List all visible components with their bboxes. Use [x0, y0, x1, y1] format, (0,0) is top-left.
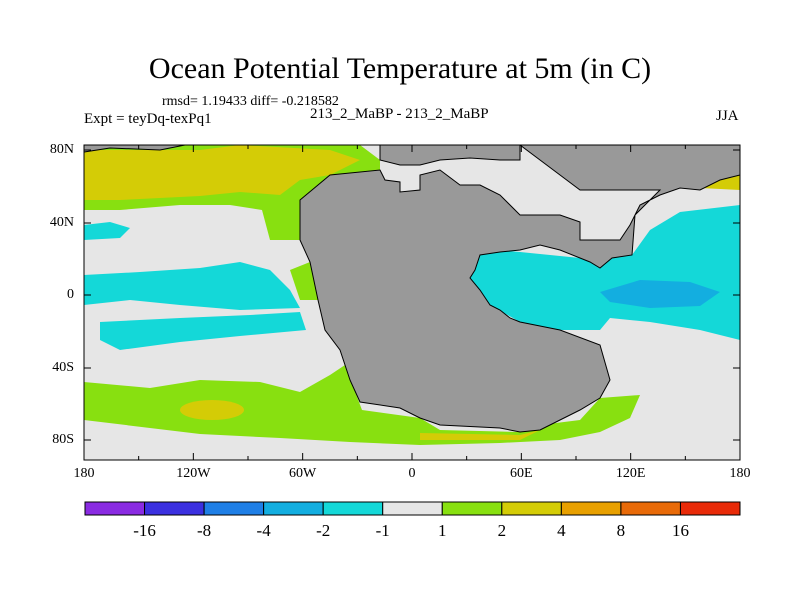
cool-anomaly-region-equator-west [84, 262, 300, 310]
colorbar-label: 2 [497, 521, 507, 540]
colorbar-swatch [322, 501, 384, 516]
lon-tick-label: 120W [176, 466, 211, 481]
season-label: JJA [716, 108, 739, 124]
colorbar-swatch [84, 501, 146, 516]
colorbar-label: -4 [256, 521, 271, 540]
lon-tick-label: 120E [615, 466, 646, 481]
cool-2-4-region-pacific [600, 280, 720, 308]
warm-2-4-region-south-strip [420, 430, 540, 440]
land-mass-supercontinent [299, 144, 741, 433]
lon-tick-label: 60W [289, 466, 317, 481]
colorbar-swatch [203, 501, 265, 516]
page-title: Ocean Potential Temperature at 5m (in C) [148, 52, 652, 85]
lon-tick-label: 0 [408, 466, 416, 481]
colorbar-label: -2 [316, 521, 331, 540]
lon-tick-label: 180 [73, 466, 95, 481]
colorbar-swatch [620, 501, 681, 516]
colorbar-swatch [560, 501, 622, 516]
run-comparison-label: 213_2_MaBP - 213_2_MaBP [310, 106, 489, 122]
colorbar-label: -8 [196, 521, 212, 540]
lat-tick-label: 40S [52, 360, 74, 375]
colorbar [84, 501, 741, 516]
warm-anomaly-region-south [84, 365, 640, 445]
cool-anomaly-region-northwest [84, 222, 130, 240]
lat-tick-label: 80S [52, 432, 74, 447]
colorbar-swatch [144, 501, 205, 516]
colorbar-label: 16 [671, 521, 689, 540]
lat-tick-label: 40N [49, 215, 74, 230]
lat-tick-label: 0 [67, 287, 74, 302]
colorbar-swatch [501, 501, 562, 516]
experiment-label: Expt = teyDq-texPq1 [84, 111, 212, 127]
colorbar-swatch [382, 501, 443, 516]
colorbar-swatch [263, 501, 324, 516]
axis-tick-marks [83, 145, 741, 460]
colorbar-label: 1 [438, 521, 447, 540]
colorbar-label: -16 [133, 521, 156, 540]
rmsd-diff-stats: rmsd= 1.19433 diff= -0.218582 [162, 94, 339, 109]
colorbar-label: -1 [375, 521, 390, 540]
colorbar-label: 4 [557, 521, 566, 540]
lon-tick-label: 60E [510, 466, 533, 481]
warm-2-4-region-south [180, 400, 244, 420]
land-mass-arctic [379, 144, 521, 166]
map-panel [83, 144, 741, 460]
cool-anomaly-region-southwest [100, 312, 306, 350]
lon-tick-label: 180 [729, 466, 751, 481]
colorbar-label: 8 [616, 521, 626, 540]
lat-tick-label: 80N [49, 142, 74, 157]
warm-anomaly-region-westcoast [290, 262, 318, 300]
warm-2-4-region-north [84, 145, 360, 200]
colorbar-swatch [441, 501, 503, 516]
colorbar-swatch [679, 501, 741, 516]
